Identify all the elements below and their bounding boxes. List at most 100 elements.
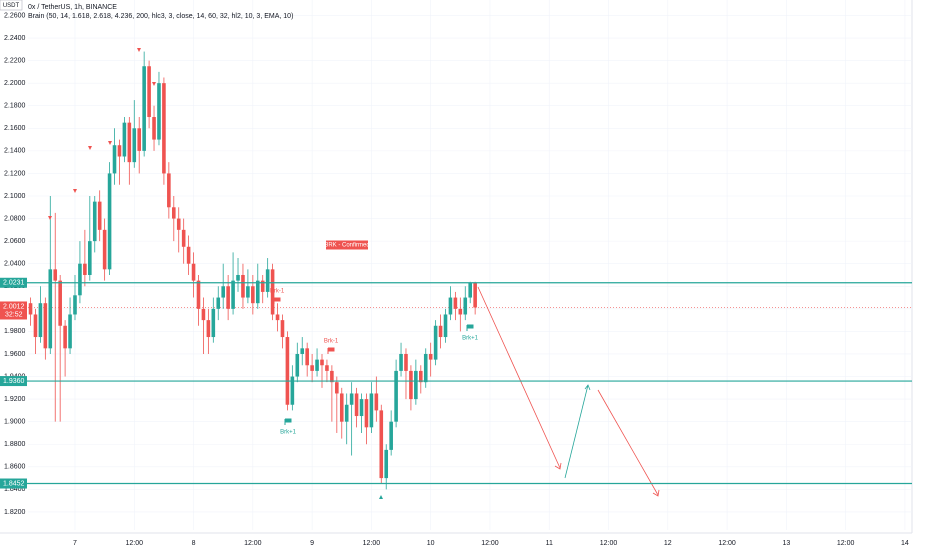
candle-body <box>295 353 300 377</box>
candle-body <box>196 280 201 309</box>
candle-body <box>83 263 87 275</box>
y-tick-label: 1.9600 <box>4 351 26 358</box>
annotation: Brk-1 <box>270 289 285 295</box>
candle-body <box>339 393 344 422</box>
candle-body <box>354 393 359 417</box>
candle-body <box>73 295 77 315</box>
arrow-head <box>652 489 660 497</box>
level-label-box <box>0 478 27 489</box>
candle-body <box>206 320 211 338</box>
sell-marker <box>48 216 52 220</box>
candle-body <box>186 246 191 264</box>
x-tick-label: 14 <box>901 540 909 547</box>
candle-body <box>290 376 295 405</box>
candle-body <box>349 393 354 405</box>
sell-marker <box>137 48 141 52</box>
candle-body <box>107 173 112 270</box>
candle-body <box>384 449 389 479</box>
candle-body <box>330 370 334 383</box>
arrow-head <box>554 462 562 470</box>
candle-body <box>448 297 453 315</box>
y-tick-label: 2.0800 <box>4 215 26 222</box>
x-tick-label: 12:00 <box>244 540 262 547</box>
x-tick-label: 12:00 <box>718 540 736 547</box>
signal-markers <box>48 48 383 499</box>
annotation: Brk+1 <box>280 430 297 436</box>
candle-body <box>157 83 161 140</box>
candle-body <box>270 269 275 315</box>
buy-marker <box>379 495 383 499</box>
candle-body <box>300 348 305 354</box>
candle-body <box>310 365 314 371</box>
candle-body <box>191 263 196 281</box>
candle-body <box>38 303 43 338</box>
sell-marker <box>73 189 77 193</box>
candle-body <box>231 280 235 309</box>
candle-body <box>92 201 97 242</box>
level-label-box <box>0 277 27 288</box>
candle-body <box>152 117 156 140</box>
candle-body <box>97 201 102 230</box>
level-label-box <box>0 376 27 387</box>
y-tick-label: 2.1200 <box>4 170 26 177</box>
x-tick-label: 8 <box>192 540 196 547</box>
candle-body <box>162 83 166 174</box>
candle-body <box>48 269 53 349</box>
candle-body <box>438 325 443 338</box>
sell-marker <box>152 82 156 86</box>
annotation: BRK - Confirmed <box>324 243 369 249</box>
candle-body <box>137 128 142 151</box>
projection-up <box>564 384 589 479</box>
candle-body <box>305 348 309 366</box>
candle-body <box>399 353 403 371</box>
candle-body <box>374 393 379 411</box>
x-tick-label: 9 <box>310 540 314 547</box>
candle-body <box>394 370 398 422</box>
candle-body <box>404 353 408 371</box>
projection-down <box>597 389 659 496</box>
candle-body <box>320 359 324 366</box>
candle-body <box>364 399 369 428</box>
candle-body <box>43 303 48 349</box>
candle-body <box>463 297 468 315</box>
flag <box>284 418 292 425</box>
current-price-box <box>0 301 27 320</box>
y-tick-label: 1.8800 <box>4 441 26 448</box>
candle-body <box>211 308 216 338</box>
candle-body <box>453 297 458 309</box>
candle-body <box>171 207 176 219</box>
candle-body <box>132 128 137 163</box>
candle-body <box>255 280 260 304</box>
y-tick-label: 2.2200 <box>4 57 26 64</box>
unit-label: USDT <box>3 3 20 9</box>
candle-body <box>181 229 186 247</box>
x-tick-label: 12 <box>664 540 672 547</box>
y-tick-label: 1.8600 <box>4 464 26 471</box>
candle-body <box>112 145 117 174</box>
candle-body <box>389 421 393 450</box>
candle-body <box>147 66 151 118</box>
candle-body <box>78 263 82 296</box>
x-tick-label: 10 <box>427 540 435 547</box>
y-tick-label: 1.8400 <box>4 486 26 493</box>
candle-body <box>468 282 473 298</box>
candle-body <box>122 122 127 157</box>
candle-body <box>102 229 107 270</box>
annotation: Brk+1 <box>462 336 479 342</box>
projection-arrows <box>477 286 660 497</box>
candle-body <box>68 314 72 349</box>
candle-body <box>167 173 171 208</box>
candle-body <box>379 410 384 479</box>
candle-body <box>280 320 285 338</box>
candle-body <box>221 286 225 298</box>
candle-body <box>414 370 418 400</box>
x-tick-label: 12:00 <box>363 540 381 547</box>
y-tick-label: 2.0600 <box>4 238 26 245</box>
sell-marker <box>108 141 112 145</box>
candle-body <box>28 303 33 315</box>
candle-body <box>285 337 290 405</box>
y-tick-label: 2.1000 <box>4 193 26 200</box>
y-tick-label: 2.1600 <box>4 125 26 132</box>
y-tick-label: 2.1400 <box>4 148 26 155</box>
